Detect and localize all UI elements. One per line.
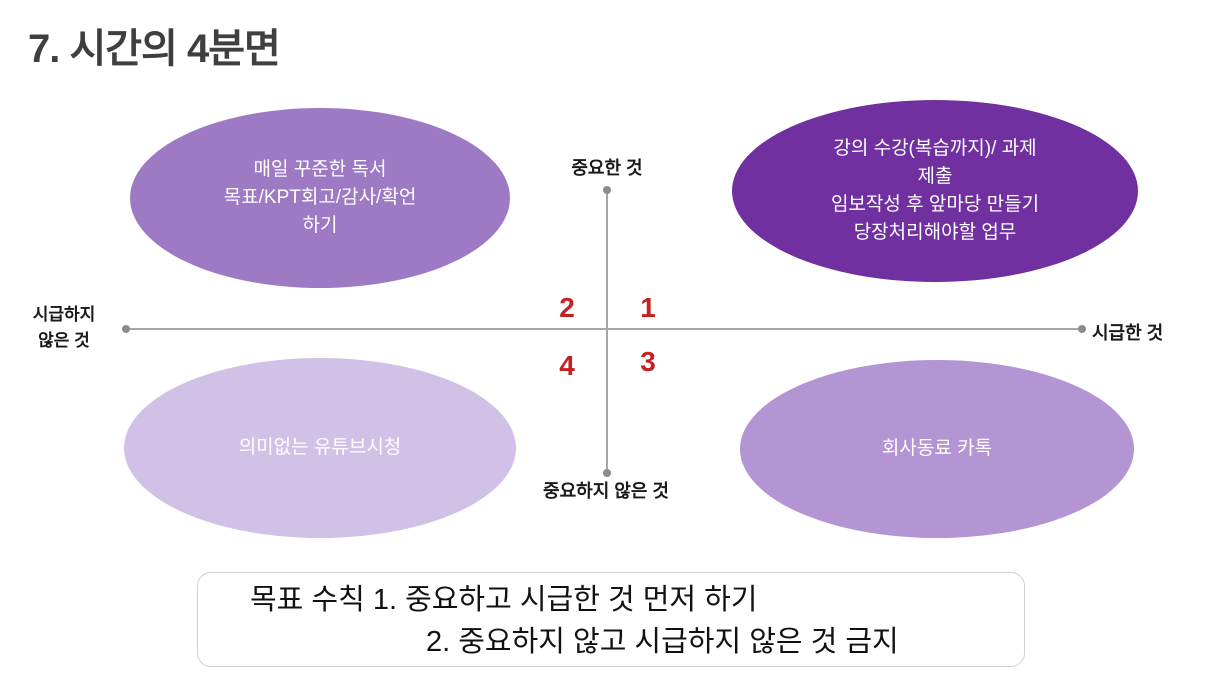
quadrant3-text: 회사동료 카톡 xyxy=(882,435,992,463)
text-line: 당장처리해야할 업무 xyxy=(853,222,1017,243)
rule-line-1: 목표 수칙 1. 중요하고 시급한 것 먼저 하기 xyxy=(250,584,758,616)
quadrant2-number: 2 xyxy=(559,292,575,323)
axis-endpoint-dot-left xyxy=(122,325,130,333)
text-line: 의미없는 유튜브시청 xyxy=(238,437,402,458)
quadrant3-ellipse: 회사동료 카톡 xyxy=(740,360,1134,538)
vertical-axis-line xyxy=(606,190,608,473)
axis-endpoint-dot-top xyxy=(603,186,611,194)
quadrant2-text: 매일 꾸준한 독서 목표/KPT회고/감사/확언 하기 xyxy=(224,156,417,240)
quadrant4-number: 4 xyxy=(559,350,575,381)
text-line: 매일 꾸준한 독서 xyxy=(253,159,387,180)
text-line: 강의 수강(복습까지)/ 과제 xyxy=(833,138,1037,159)
quadrant1-text: 강의 수강(복습까지)/ 과제 제출 임보작성 후 앞마당 만들기 당장처리해야… xyxy=(831,135,1039,247)
rule-line-2: 2. 중요하지 않고 시급하지 않은 것 금지 xyxy=(426,626,899,658)
quadrant3-number: 3 xyxy=(640,346,656,377)
text-line: 하기 xyxy=(302,215,338,236)
axis-label-important: 중요한 것 xyxy=(571,158,643,178)
axis-endpoint-dot-right xyxy=(1078,325,1086,333)
horizontal-axis-line xyxy=(126,328,1082,330)
axis-label-not-urgent: 시급하지 않은 것 xyxy=(8,302,120,354)
text-line: 제출 xyxy=(917,166,953,187)
text-line: 않은 것 xyxy=(38,331,90,350)
quadrant4-text: 의미없는 유튜브시청 xyxy=(239,434,402,462)
quadrant1-number: 1 xyxy=(640,292,656,323)
axis-label-urgent: 시급한 것 xyxy=(1092,323,1164,343)
page-title: 7. 시간의 4분면 xyxy=(28,27,281,71)
text-line: 회사동료 카톡 xyxy=(881,438,993,459)
text-line: 임보작성 후 앞마당 만들기 xyxy=(830,194,1040,215)
goal-rules-box: 목표 수칙 1. 중요하고 시급한 것 먼저 하기 2. 중요하지 않고 시급하… xyxy=(197,572,1025,667)
text-line: 목표/KPT회고/감사/확언 xyxy=(223,187,417,208)
text-line: 시급하지 xyxy=(32,305,96,324)
axis-endpoint-dot-bottom xyxy=(603,469,611,477)
quadrant4-ellipse: 의미없는 유튜브시청 xyxy=(124,358,516,538)
quadrant2-ellipse: 매일 꾸준한 독서 목표/KPT회고/감사/확언 하기 xyxy=(130,108,510,288)
quadrant1-ellipse: 강의 수강(복습까지)/ 과제 제출 임보작성 후 앞마당 만들기 당장처리해야… xyxy=(732,100,1138,282)
axis-label-not-important: 중요하지 않은 것 xyxy=(543,481,669,501)
